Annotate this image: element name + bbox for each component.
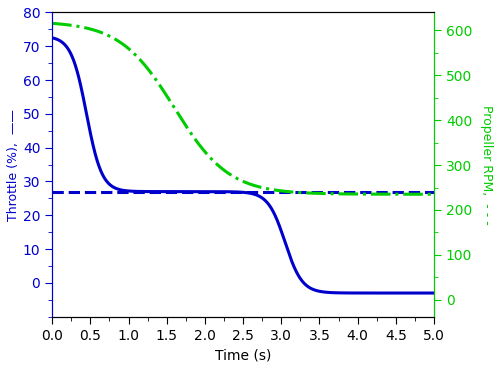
Y-axis label: Propeller RPM,  - - -: Propeller RPM, - - - [480,105,493,224]
Y-axis label: Throttle (%),  ——: Throttle (%), —— [7,108,20,221]
X-axis label: Time (s): Time (s) [215,348,272,362]
